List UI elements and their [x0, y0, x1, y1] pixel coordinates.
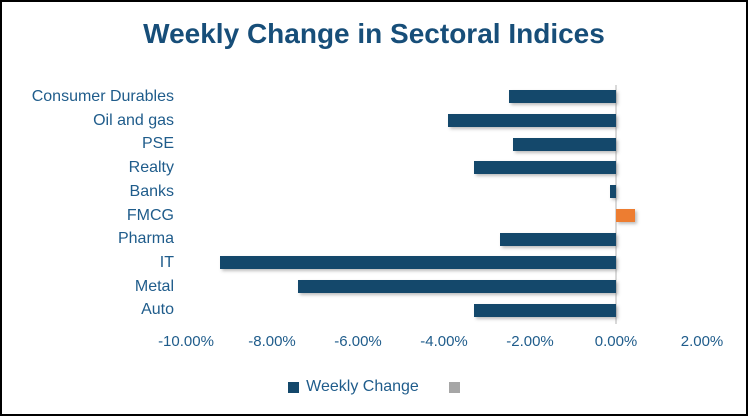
category-label-auto: Auto — [141, 301, 174, 319]
x-tick-label--10-00-: -10.00% — [158, 333, 214, 350]
x-tick-label--6-00-: -6.00% — [334, 333, 382, 350]
category-label-realty: Realty — [128, 159, 174, 177]
x-tick-label--8-00-: -8.00% — [248, 333, 296, 350]
x-tick-label-0-00-: 0.00% — [594, 333, 638, 350]
category-label-it: IT — [159, 253, 174, 271]
chart-title: Weekly Change in Sectoral Indices — [143, 18, 605, 49]
bar-consumer-durables — [508, 90, 616, 104]
value-axis: -10.00% -8.00% -6.00% -4.00% -2.00% 0.00% 2.00… — [2, 333, 746, 353]
bar-it — [220, 256, 616, 270]
category-label-pharma: Pharma — [117, 230, 174, 248]
bar-fmcg — [616, 208, 636, 222]
category-label-fmcg: FMCG — [126, 206, 174, 224]
category-label-banks: Banks — [129, 182, 174, 200]
bar-pse — [512, 137, 616, 151]
category-label-oil-and-gas: Oil and gas — [93, 111, 174, 129]
plot-area — [186, 85, 702, 322]
legend-item-weekly-change: Weekly Change — [288, 378, 419, 396]
zero-axis-line — [615, 85, 617, 324]
category-axis: Consumer Durables Oil and gas PSE Realty Ban… — [2, 85, 174, 322]
bar-auto — [474, 303, 616, 317]
legend-item-unnamed-series — [448, 381, 460, 393]
category-label-pse: PSE — [141, 135, 174, 153]
x-tick-label--4-00-: -4.00% — [420, 333, 468, 350]
bar-oil-and-gas — [448, 114, 616, 128]
bar-banks — [609, 185, 616, 199]
chart-legend: Weekly Change — [2, 376, 746, 398]
legend-swatch-icon — [288, 381, 300, 393]
x-tick-label--2-00-: -2.00% — [506, 333, 554, 350]
bar-metal — [297, 279, 616, 293]
legend-label: Weekly Change — [306, 378, 419, 395]
bar-pharma — [499, 232, 616, 246]
category-label-consumer-durables: Consumer Durables — [31, 88, 174, 105]
category-label-metal: Metal — [134, 277, 174, 295]
x-tick-label-2-00-: 2.00% — [680, 333, 724, 350]
legend-swatch-icon — [448, 381, 460, 393]
bar-realty — [474, 161, 616, 175]
